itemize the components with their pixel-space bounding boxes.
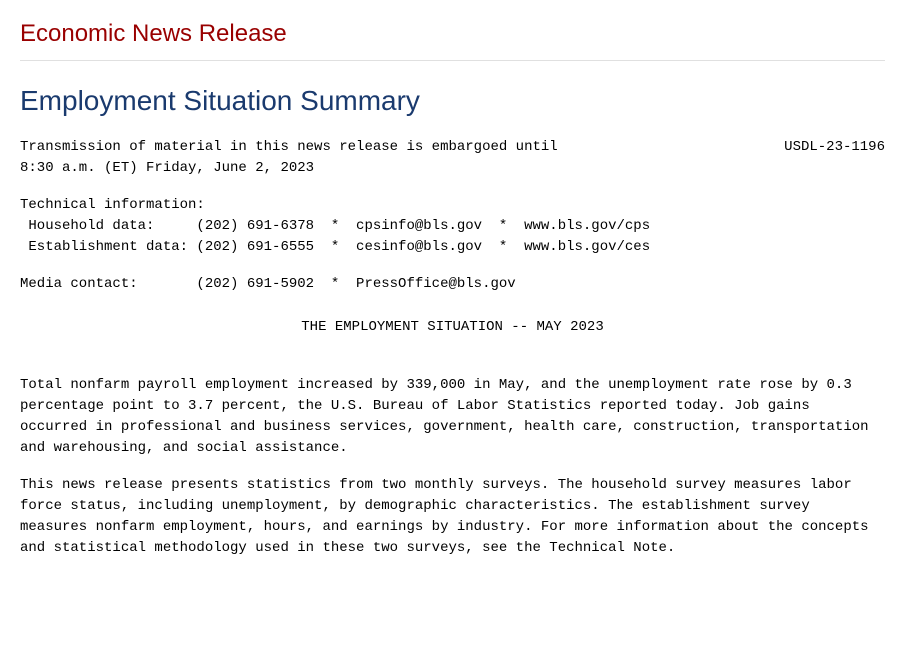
household-data-line: Household data: (202) 691-6378 * cpsinfo… [20,216,885,237]
embargo-line-2: 8:30 a.m. (ET) Friday, June 2, 2023 [20,158,558,179]
page-title: Employment Situation Summary [20,85,885,117]
section-title: Economic News Release [20,20,885,48]
media-contact-line: Media contact: (202) 691-5902 * PressOff… [20,274,885,295]
divider [20,60,885,61]
paragraph-1: Total nonfarm payroll employment increas… [20,375,880,459]
establishment-data-line: Establishment data: (202) 691-6555 * ces… [20,237,885,258]
release-title: THE EMPLOYMENT SITUATION -- MAY 2023 [20,319,885,335]
document-id: USDL-23-1196 [784,137,885,179]
embargo-header-row: Transmission of material in this news re… [20,137,885,179]
tech-info-header: Technical information: [20,195,885,216]
embargo-line-1: Transmission of material in this news re… [20,137,558,158]
paragraph-2: This news release presents statistics fr… [20,475,880,559]
